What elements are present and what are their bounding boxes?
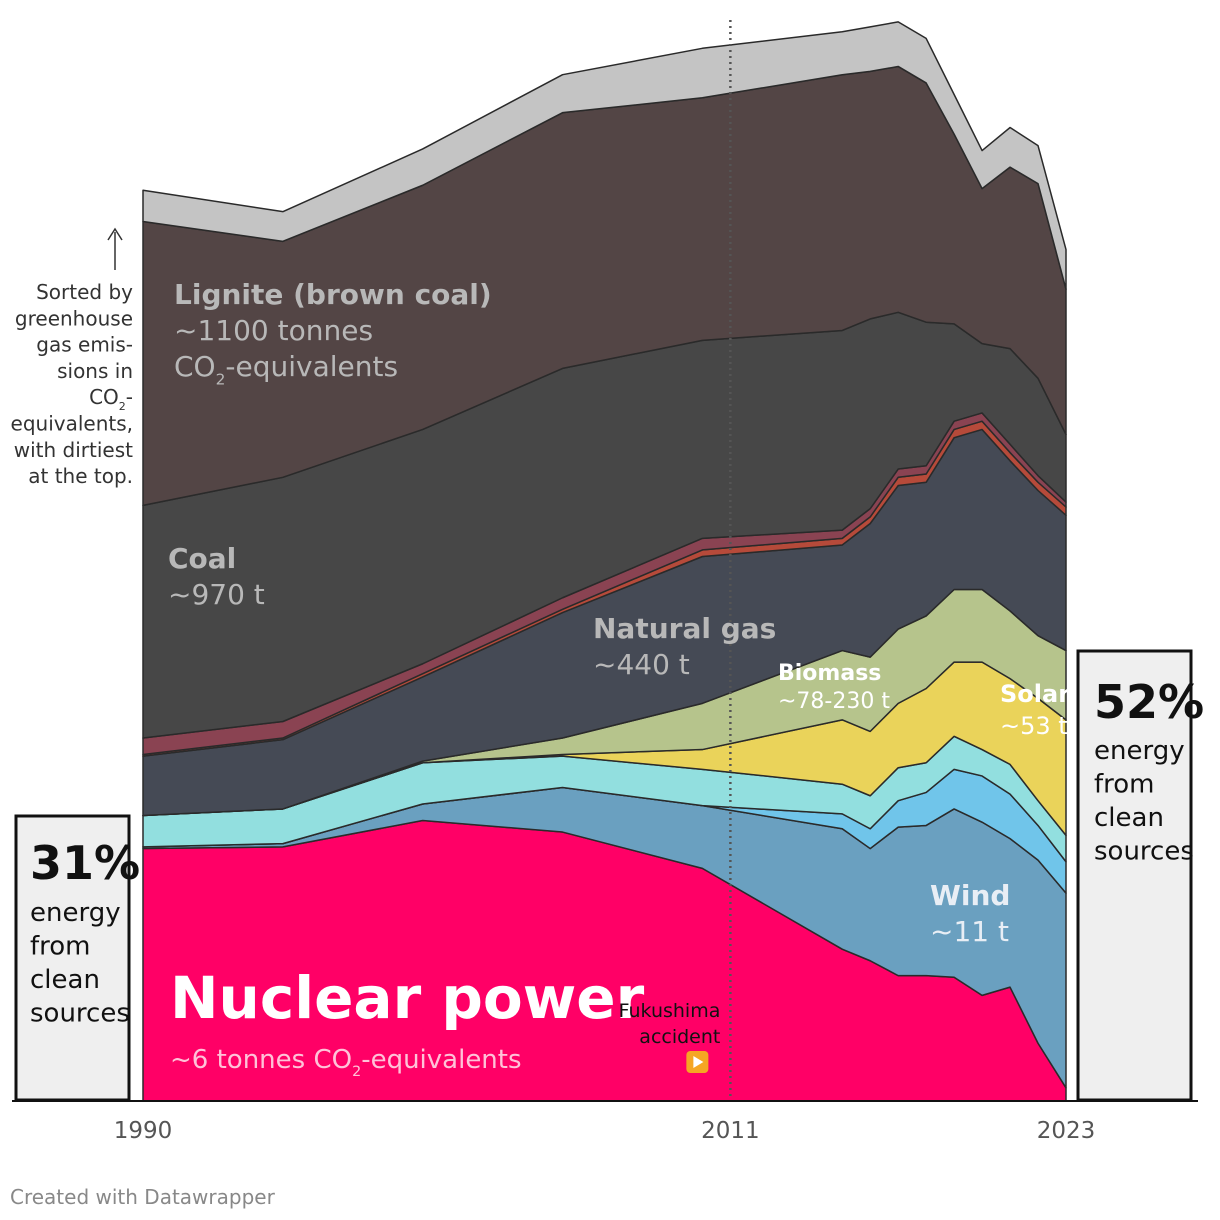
annotation-text: Fukushima	[619, 1000, 721, 1022]
x-tick-label: 1990	[114, 1118, 173, 1144]
series-label: Lignite (brown coal)	[174, 278, 492, 311]
box-text: clean	[1094, 803, 1164, 833]
series-label: Coal	[168, 542, 236, 575]
series-note: ~53 t	[1000, 712, 1068, 740]
start-box	[14, 814, 131, 1102]
side-note: CO2-	[89, 385, 133, 413]
series-label: Biomass	[778, 661, 881, 686]
series-label: Nuclear power	[170, 964, 645, 1032]
start-share: 31%	[30, 836, 140, 890]
text-segment: ~970 t	[168, 578, 265, 611]
side-note: at the top.	[28, 464, 133, 488]
side-note: with dirtiest	[14, 438, 133, 462]
series-note: ~6 tonnes CO2-equivalents	[170, 1045, 522, 1080]
box-text: from	[1094, 770, 1155, 800]
annotation-text: accident	[639, 1026, 720, 1048]
text-segment: -equivalents	[361, 1045, 521, 1075]
text-segment: sions in	[57, 359, 133, 383]
text-segment: at the top.	[28, 464, 133, 488]
series-label: Natural gas	[593, 612, 776, 645]
text-segment: ~53 t	[1000, 712, 1068, 740]
end-box	[1076, 649, 1193, 1102]
side-note: greenhouse	[15, 306, 133, 330]
annotation-icon-play	[693, 1056, 704, 1068]
side-note: equivalents,	[11, 412, 133, 436]
subscript: 2	[119, 400, 126, 413]
text-segment: equivalents,	[11, 412, 133, 436]
text-segment: -equivalents	[225, 350, 398, 383]
series-note: ~11 t	[930, 915, 1009, 948]
side-note: Sorted by	[36, 280, 133, 304]
text-segment: Sorted by	[36, 280, 133, 304]
text-segment: CO	[174, 350, 216, 383]
box-text: energy	[1094, 736, 1185, 766]
box-text: from	[30, 932, 91, 962]
side-note-arrowhead	[107, 227, 123, 241]
series-note: ~1100 tonnes	[174, 314, 373, 347]
subscript: 2	[216, 370, 226, 388]
series-note: ~970 t	[168, 578, 265, 611]
text-segment: with dirtiest	[14, 438, 133, 462]
box-text: sources	[1094, 837, 1194, 867]
text-segment: gas emis-	[36, 333, 133, 357]
text-segment: ~440 t	[593, 648, 690, 681]
box-text: energy	[30, 898, 121, 928]
x-tick-label: 2023	[1037, 1118, 1096, 1144]
text-segment: ~1100 tonnes	[174, 314, 373, 347]
series-label: Wind	[930, 879, 1010, 912]
series-note: ~440 t	[593, 648, 690, 681]
series-note: CO2-equivalents	[174, 350, 398, 388]
text-segment: ~6 tonnes CO	[170, 1045, 352, 1075]
footer: Created with Datawrapper	[10, 1185, 276, 1209]
series-note: ~78-230 t	[778, 689, 890, 714]
box-text: sources	[30, 999, 130, 1029]
side-note: sions in	[57, 359, 133, 383]
x-tick-label: 2011	[701, 1118, 760, 1144]
box-text: clean	[30, 965, 100, 995]
area	[142, 21, 1067, 290]
text-segment: ~11 t	[930, 915, 1009, 948]
side-note: gas emis-	[36, 333, 133, 357]
end-share: 52%	[1094, 675, 1204, 729]
series-label: Solar	[1000, 680, 1070, 708]
text-segment: greenhouse	[15, 306, 133, 330]
text-segment: CO	[89, 385, 119, 409]
text-segment: -	[126, 385, 133, 409]
text-segment: ~78-230 t	[778, 689, 890, 714]
subscript: 2	[352, 1064, 361, 1080]
